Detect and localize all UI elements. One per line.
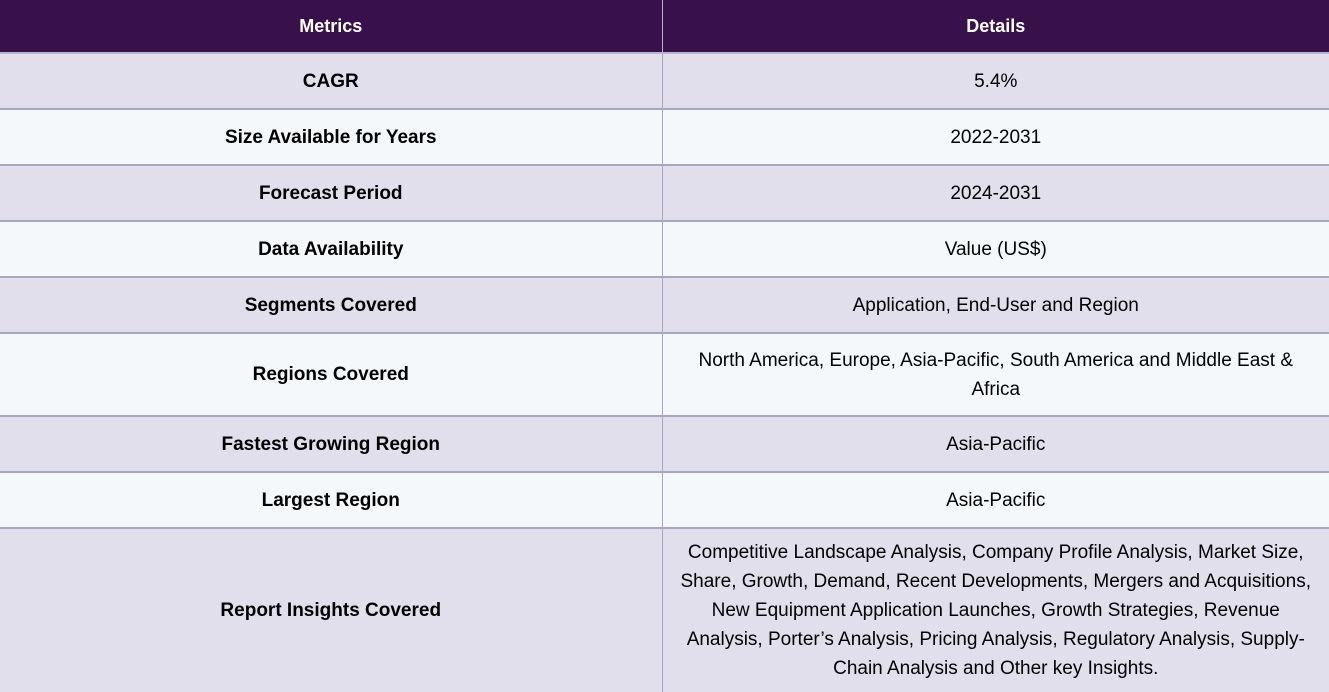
metric-cell: Data Availability xyxy=(0,221,663,278)
table-row: Largest Region Asia-Pacific xyxy=(0,472,1329,529)
table-row: Data Availability Value (US$) xyxy=(0,221,1329,278)
metric-cell: Fastest Growing Region xyxy=(0,416,663,473)
table-header-row: Metrics Details xyxy=(0,0,1329,54)
header-details: Details xyxy=(662,0,1329,54)
metric-cell: Size Available for Years xyxy=(0,109,663,166)
table-row: Segments Covered Application, End-User a… xyxy=(0,277,1329,334)
metric-cell: CAGR xyxy=(0,53,663,110)
header-metrics: Metrics xyxy=(0,0,663,54)
table-row: Report Insights Covered Competitive Land… xyxy=(0,528,1329,692)
table-row: Forecast Period 2024-2031 xyxy=(0,165,1329,222)
metric-cell: Report Insights Covered xyxy=(0,528,663,692)
metric-cell: Regions Covered xyxy=(0,333,663,417)
detail-cell: 2022-2031 xyxy=(662,109,1329,166)
detail-cell: Application, End-User and Region xyxy=(662,277,1329,334)
table-row: CAGR 5.4% xyxy=(0,53,1329,110)
detail-cell: Competitive Landscape Analysis, Company … xyxy=(662,528,1329,692)
detail-cell: 5.4% xyxy=(662,53,1329,110)
detail-cell: North America, Europe, Asia-Pacific, Sou… xyxy=(662,333,1329,417)
metric-cell: Segments Covered xyxy=(0,277,663,334)
table-row: Size Available for Years 2022-2031 xyxy=(0,109,1329,166)
metric-cell: Largest Region xyxy=(0,472,663,529)
metric-cell: Forecast Period xyxy=(0,165,663,222)
table-row: Fastest Growing Region Asia-Pacific xyxy=(0,416,1329,473)
detail-cell: 2024-2031 xyxy=(662,165,1329,222)
detail-cell: Asia-Pacific xyxy=(662,416,1329,473)
table-row: Regions Covered North America, Europe, A… xyxy=(0,333,1329,417)
detail-cell: Asia-Pacific xyxy=(662,472,1329,529)
detail-cell: Value (US$) xyxy=(662,221,1329,278)
